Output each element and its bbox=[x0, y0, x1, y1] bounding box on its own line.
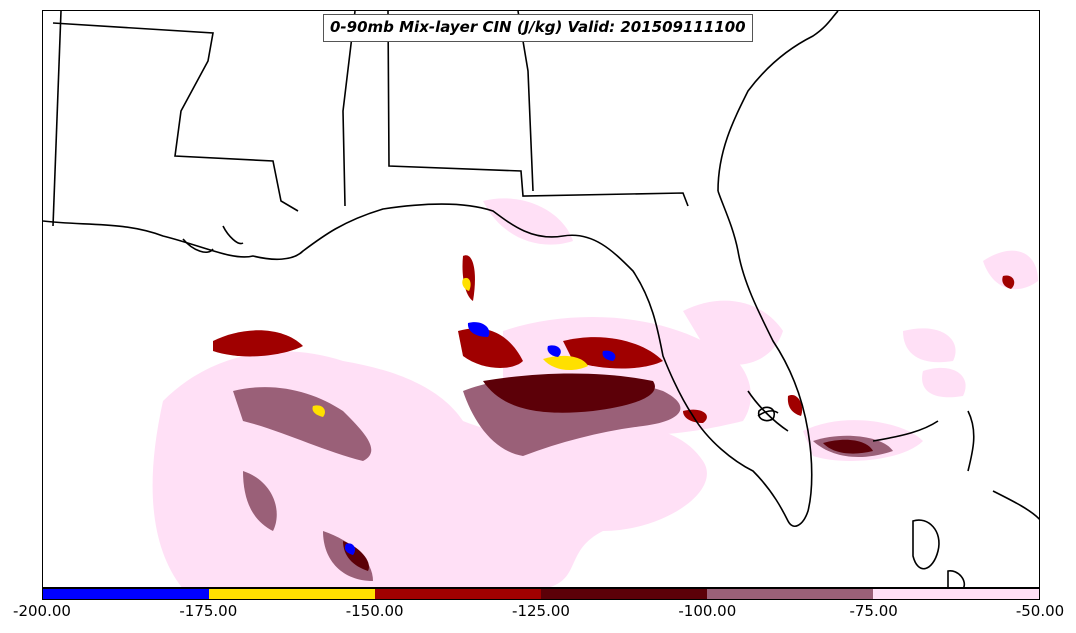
island-outline bbox=[912, 519, 940, 570]
cin-region-blue bbox=[467, 322, 490, 337]
colorbar-segment bbox=[375, 589, 541, 599]
cin-region-dark-maroon bbox=[483, 373, 655, 413]
colorbar-tick-label: -200.00 bbox=[13, 602, 71, 620]
cin-region-red bbox=[213, 330, 303, 357]
cin-region-yellow bbox=[543, 355, 588, 371]
cin-region-light-pink bbox=[922, 367, 966, 398]
state-border-line bbox=[387, 11, 689, 207]
cin-region-red bbox=[787, 395, 803, 416]
island-outline bbox=[757, 406, 775, 422]
coastline bbox=[992, 490, 1039, 521]
cin-region-blue bbox=[602, 350, 616, 361]
colorbar-segment bbox=[707, 589, 873, 599]
map-title: 0-90mb Mix-layer CIN (J/kg) Valid: 20150… bbox=[323, 14, 753, 42]
colorbar-tick-label: -175.00 bbox=[179, 602, 238, 620]
state-border-line bbox=[52, 22, 299, 212]
cin-region-mauve bbox=[233, 387, 372, 461]
colorbar-tick-label: -100.00 bbox=[678, 602, 737, 620]
colorbar-tick-label: -125.00 bbox=[512, 602, 570, 620]
cin-map bbox=[43, 11, 1039, 587]
cin-region-red bbox=[458, 328, 523, 368]
coastline bbox=[872, 410, 975, 472]
state-border-line bbox=[52, 11, 62, 227]
cin-region-light-pink bbox=[683, 300, 783, 365]
colorbar-segment bbox=[541, 589, 707, 599]
island-outline bbox=[947, 570, 966, 587]
cin-region-yellow bbox=[462, 277, 471, 291]
cin-region-red bbox=[462, 255, 475, 301]
cin-region-dark-maroon bbox=[823, 439, 873, 454]
cin-region-blue bbox=[344, 543, 356, 555]
cin-region-yellow bbox=[312, 405, 325, 417]
colorbar-segment bbox=[43, 589, 209, 599]
coastline bbox=[717, 11, 839, 192]
cin-region-mauve bbox=[243, 471, 277, 531]
colorbar-segment bbox=[209, 589, 375, 599]
cin-region-red bbox=[683, 409, 707, 423]
map-panel bbox=[42, 10, 1040, 588]
cin-region-light-pink bbox=[983, 250, 1038, 290]
coastline bbox=[182, 225, 244, 253]
cin-region-light-pink bbox=[483, 198, 573, 245]
state-border-line bbox=[342, 11, 356, 207]
cin-region-blue bbox=[547, 345, 561, 357]
cin-region-light-pink bbox=[903, 328, 956, 363]
colorbar-tick-label: -50.00 bbox=[1015, 602, 1065, 620]
colorbar bbox=[42, 588, 1040, 600]
cin-shading bbox=[152, 198, 1038, 587]
cin-region-red bbox=[1002, 275, 1015, 289]
coastline bbox=[747, 390, 789, 432]
colorbar-tick-label: -75.00 bbox=[849, 602, 898, 620]
coastline bbox=[43, 190, 813, 527]
colorbar-segment bbox=[873, 589, 1039, 599]
colorbar-tick-label: -150.00 bbox=[345, 602, 404, 620]
